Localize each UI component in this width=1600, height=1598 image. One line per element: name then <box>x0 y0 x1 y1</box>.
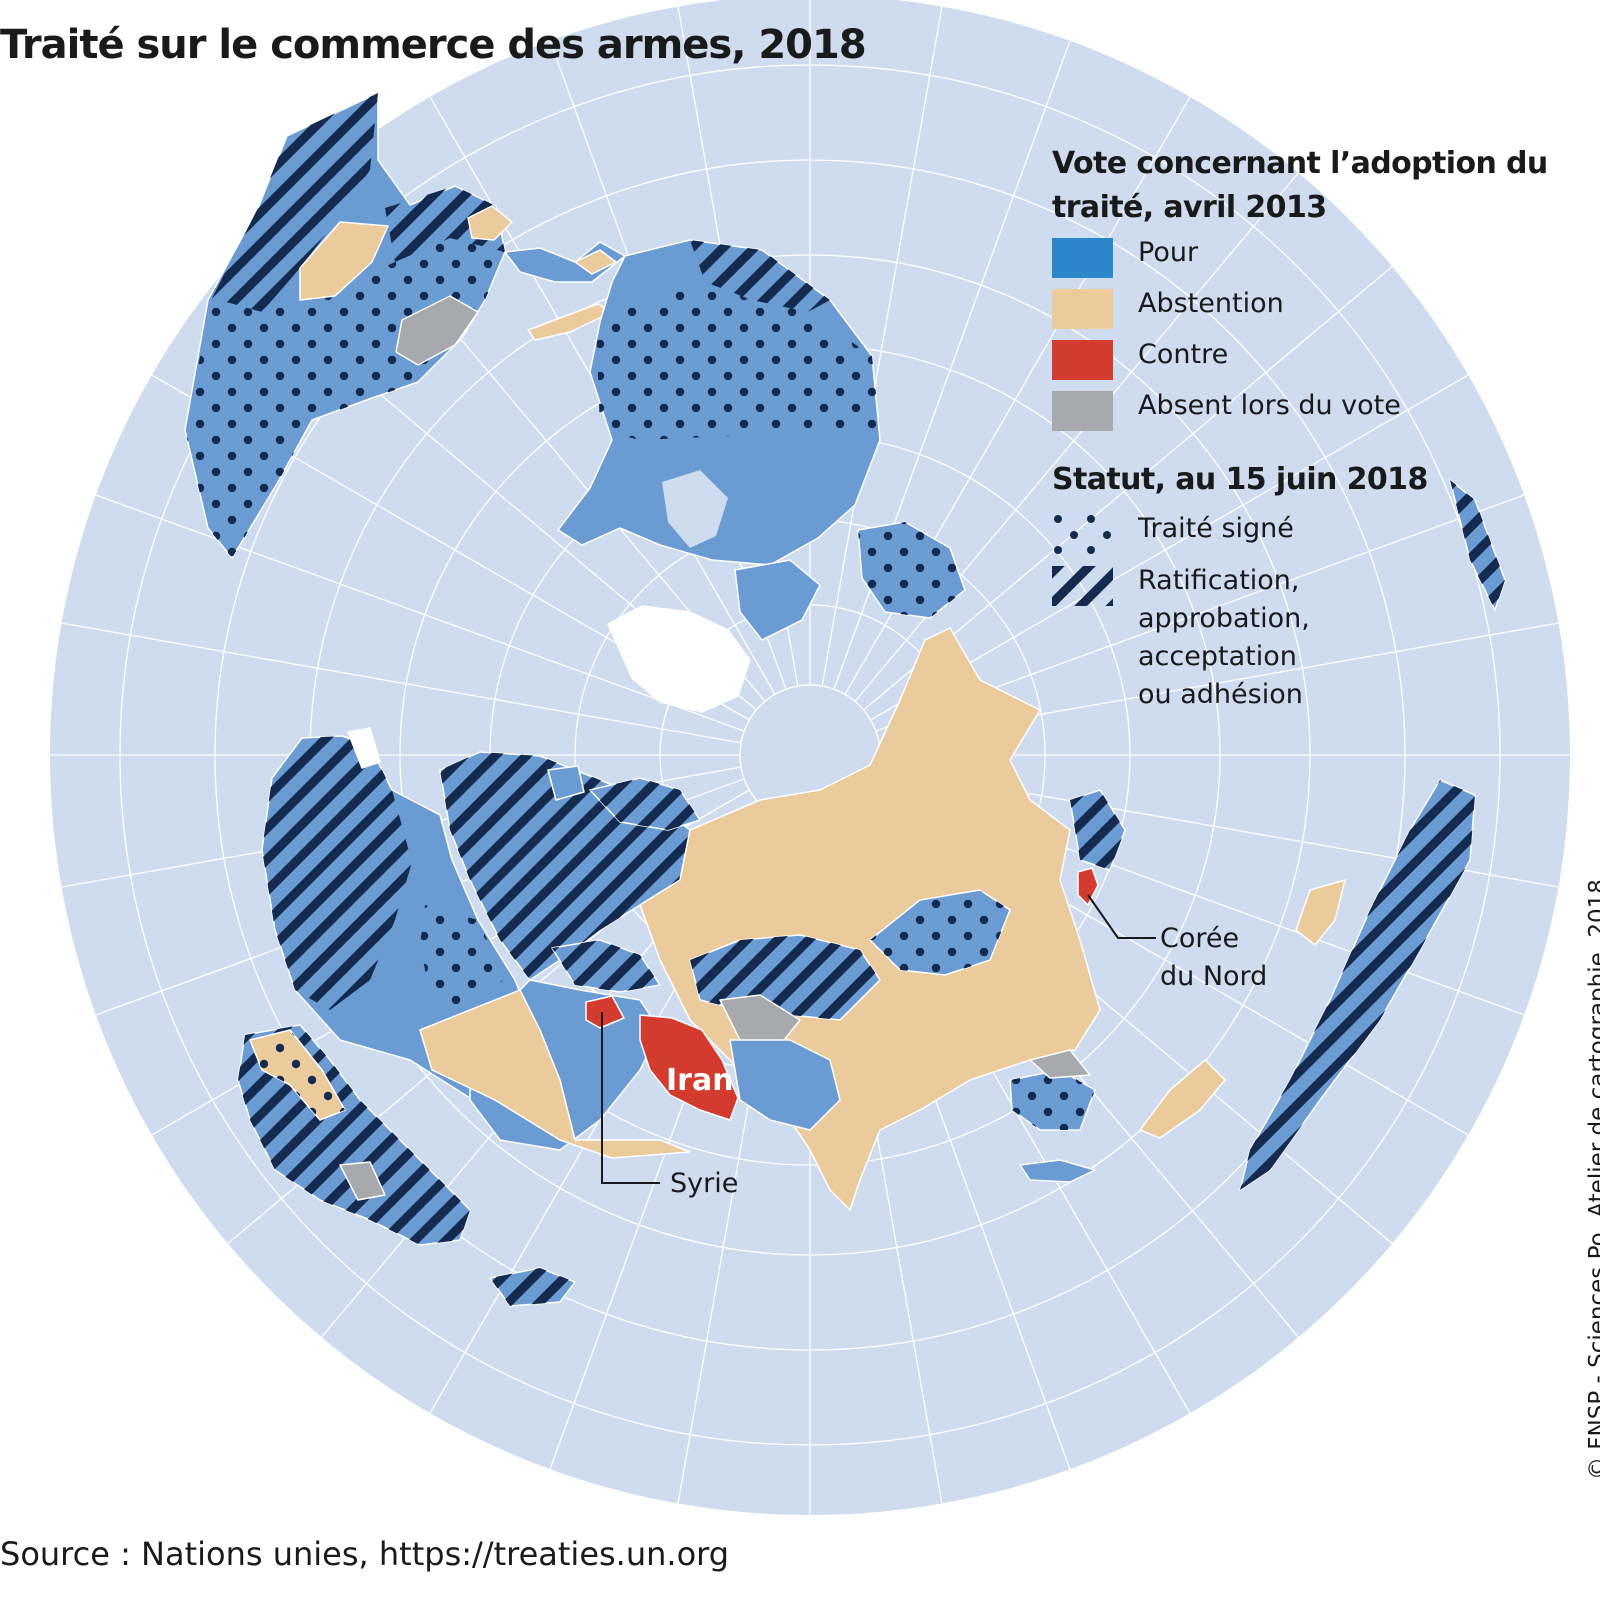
land-masses <box>184 92 1506 1307</box>
land-arctic-islands <box>734 559 821 641</box>
source-note: Source : Nations unies, https://treaties… <box>0 1535 730 1573</box>
graticule-meridian <box>821 0 950 687</box>
land-nicaragua <box>574 249 617 275</box>
land-mexico-stripes <box>690 240 830 312</box>
land-venezuela <box>467 205 513 241</box>
north-korea-label-line2: du Nord <box>1160 961 1267 992</box>
legend-swatch-ratified-stripes <box>1052 566 1113 606</box>
legend-label-absent: Absent lors du vote <box>1138 390 1401 421</box>
legend-label-pour: Pour <box>1138 237 1199 268</box>
land-myanmar-laos-absent <box>1029 1049 1091 1079</box>
legend-vote-list: Pour Abstention Contre Absent lors du vo… <box>1052 234 1552 438</box>
legend-status-list: Traité signé Ratification, approbation, … <box>1052 510 1552 714</box>
graticule-meridian <box>870 354 1504 721</box>
land-north-korea <box>1077 867 1099 906</box>
legend-item-pour: Pour <box>1052 234 1552 285</box>
land-japan <box>1139 1059 1226 1139</box>
land-mongolia-dots <box>870 890 1010 975</box>
legend-swatch-signed-dots <box>1054 515 1111 554</box>
land-uk <box>547 765 585 801</box>
land-paraguay <box>395 295 479 366</box>
land-turkey-stripes <box>552 940 660 992</box>
legend-swatch-contre <box>1052 340 1113 380</box>
land-iran <box>639 1014 739 1121</box>
map-title: Traité sur le commerce des armes, 2018 <box>0 22 867 68</box>
legend-label-contre: Contre <box>1138 339 1229 370</box>
land-south-america-stripes-west <box>212 93 378 312</box>
land-southern-abstention-dots <box>250 1030 345 1120</box>
legend-status-heading: Statut, au 15 juin 2018 <box>1052 462 1428 497</box>
land-saudi-egypt <box>419 989 691 1159</box>
land-africa-stripes <box>262 736 412 1010</box>
land-africa-dots <box>420 905 505 1010</box>
land-indonesia <box>1019 1159 1096 1183</box>
legend-vote-heading: Vote concernant l’adoption du traité, av… <box>1052 146 1548 225</box>
graticule-meridian <box>50 615 742 744</box>
land-new-zealand-edge-stripes <box>1450 480 1505 610</box>
graticule-meridian <box>58 480 745 732</box>
syria-label: Syrie <box>670 1168 738 1199</box>
legend: Vote concernant l’adoption du traité, av… <box>1052 142 1552 714</box>
legend-item-signed: Traité signé <box>1052 510 1552 554</box>
legend-item-contre: Contre <box>1052 336 1552 387</box>
north-korea-callout-line <box>1087 894 1156 939</box>
land-southern-absent <box>339 1161 386 1201</box>
land-alaska-dots <box>858 522 965 618</box>
land-western-sahara <box>347 727 381 769</box>
land-hudson-bay <box>662 470 728 548</box>
north-korea-label-line1: Corée <box>1160 923 1239 954</box>
land-australia-nz-stripes <box>1240 780 1475 1190</box>
legend-label-abstention: Abstention <box>1138 288 1284 319</box>
copyright-credit: © FNSP - Sciences Po, Atelier de cartogr… <box>1585 879 1600 1480</box>
legend-label-signed: Traité signé <box>1138 513 1294 544</box>
land-bolivia <box>299 221 389 301</box>
land-south-america-stripes-north <box>385 186 505 262</box>
land-madagascar-stripes <box>490 1268 575 1306</box>
land-scandinavia-stripes <box>590 778 700 830</box>
legend-item-abstention: Abstention <box>1052 285 1552 336</box>
land-afghanistan-pakistan <box>729 1039 841 1131</box>
land-philippines <box>1295 879 1346 946</box>
syria-callout-line <box>601 1012 660 1184</box>
land-usa-dots <box>596 282 880 440</box>
legend-swatch-absent <box>1052 391 1113 431</box>
land-southeast-asia-dots <box>1010 1070 1095 1130</box>
land-greenland <box>607 605 751 713</box>
land-sakhalin-stripes <box>1070 790 1125 870</box>
legend-swatch-abstention <box>1052 289 1113 329</box>
graticule-meridian <box>863 240 1424 711</box>
legend-item-absent: Absent lors du vote <box>1052 387 1552 438</box>
legend-swatch-pour <box>1052 238 1113 278</box>
legend-item-ratified: Ratification, approbation, acceptation o… <box>1052 562 1552 714</box>
legend-label-ratified: Ratification, approbation, acceptation o… <box>1138 565 1310 710</box>
land-central-asia-absent <box>719 994 801 1046</box>
iran-label: Iran <box>666 1063 734 1098</box>
land-syria <box>585 995 625 1029</box>
